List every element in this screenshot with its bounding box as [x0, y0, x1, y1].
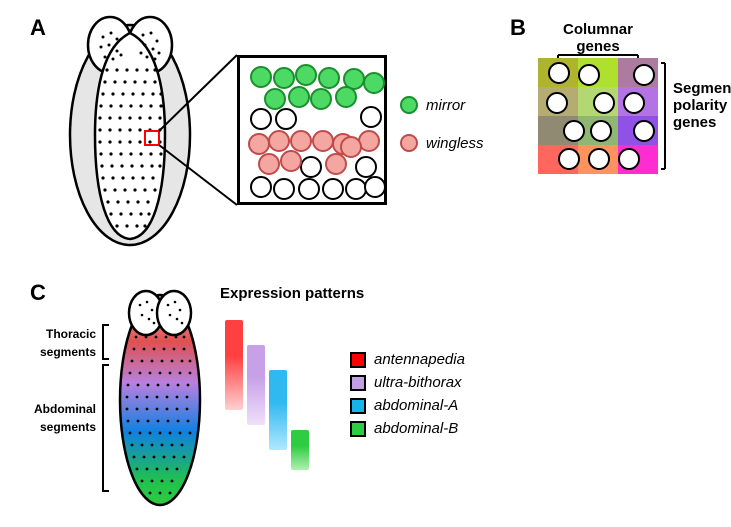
- legend-gene-text: antennapedia: [374, 351, 465, 368]
- expression-strip: [291, 430, 309, 470]
- panel-c-brackets-icon: [97, 323, 111, 503]
- zoom-cell-mirror: [335, 86, 357, 108]
- grid-cell-circle: [558, 148, 580, 170]
- legend-square-icon: [350, 375, 366, 391]
- expression-patterns-label: Expression patterns: [220, 285, 364, 303]
- zoom-cell-mirror: [288, 86, 310, 108]
- abdominal-label: Abdominal segments: [28, 400, 96, 436]
- legend-wingless-text: wingless: [426, 135, 484, 152]
- zoom-cell-wingless: [312, 130, 334, 152]
- panel-c-label: C: [30, 280, 46, 306]
- grid-cell-circle: [633, 64, 655, 86]
- grid-cell-circle: [593, 92, 615, 114]
- panel-c-legend: antennapedia ultra-bithorax abdominal-A abd…: [350, 345, 465, 443]
- panel-c-legend-row: abdominal-A: [350, 397, 465, 414]
- zoom-cell-wingless: [340, 136, 362, 158]
- zoom-cell-mirror: [273, 67, 295, 89]
- expression-strip: [225, 320, 243, 410]
- grid-cell-circle: [546, 92, 568, 114]
- grid-cell-circle: [618, 148, 640, 170]
- segment-bracket-icon: [660, 58, 670, 174]
- expression-strip: [247, 345, 265, 425]
- zoom-cell-white: [364, 176, 386, 198]
- zoom-cell-white: [275, 108, 297, 130]
- panel-a-label: A: [30, 15, 46, 41]
- expression-strip: [269, 370, 287, 450]
- zoom-cell-wingless: [248, 133, 270, 155]
- legend-square-icon: [350, 352, 366, 368]
- grid-cell-circle: [633, 120, 655, 142]
- legend-square-icon: [350, 398, 366, 414]
- zoom-cell-mirror: [264, 88, 286, 110]
- grid-cell-circle: [588, 148, 610, 170]
- legend-gene-text: abdominal-A: [374, 397, 458, 414]
- zoom-cell-wingless: [268, 130, 290, 152]
- legend-gene-text: abdominal-B: [374, 420, 458, 437]
- grid-cell-circle: [590, 120, 612, 142]
- abdominal-text: Abdominal segments: [34, 402, 96, 434]
- zoom-cell-wingless: [325, 153, 347, 175]
- legend-mirror-text: mirror: [426, 97, 465, 114]
- zoom-cell-white: [250, 176, 272, 198]
- zoom-cell-mirror: [318, 67, 340, 89]
- zoom-cell-mirror: [295, 64, 317, 86]
- zoom-cell-white: [322, 178, 344, 200]
- grid-cell-circle: [548, 62, 570, 84]
- zoom-cell-mirror: [250, 66, 272, 88]
- zoom-cell-white: [360, 106, 382, 128]
- zoom-cell-white: [355, 156, 377, 178]
- zoom-cell-white: [250, 108, 272, 130]
- zoom-cell-white: [273, 178, 295, 200]
- thoracic-label: Thoracic segments: [28, 325, 96, 361]
- segment-polarity-label: Segment polarity genes: [673, 80, 728, 131]
- grid-cell-circle: [578, 64, 600, 86]
- expression-strips: [225, 320, 325, 490]
- grid-cell-circle: [623, 92, 645, 114]
- panel-c-legend-row: abdominal-B: [350, 420, 465, 437]
- panel-a-legend: mirror wingless: [400, 90, 484, 158]
- panel-b-label: B: [510, 15, 526, 41]
- zoom-cell-mirror: [363, 72, 385, 94]
- zoom-cell-white: [298, 178, 320, 200]
- panel-c-legend-row: antennapedia: [350, 351, 465, 368]
- expression-patterns-text: Expression patterns: [220, 285, 364, 302]
- panel-c-embryo: [112, 285, 232, 515]
- thoracic-text: Thoracic segments: [40, 327, 96, 359]
- legend-gene-text: ultra-bithorax: [374, 374, 462, 391]
- panel-c-legend-row: ultra-bithorax: [350, 374, 465, 391]
- mirror-circle-icon: [400, 96, 418, 114]
- grid-cell-circle: [563, 120, 585, 142]
- legend-square-icon: [350, 421, 366, 437]
- zoom-cell-wingless: [258, 153, 280, 175]
- zoom-cell-mirror: [310, 88, 332, 110]
- panel-a-embryo: [45, 15, 245, 265]
- zoom-cell-wingless: [280, 150, 302, 172]
- panel-b-grid: [538, 58, 658, 174]
- zoom-cell-wingless: [290, 130, 312, 152]
- wingless-circle-icon: [400, 134, 418, 152]
- panel-a-zoom: [237, 55, 387, 205]
- zoom-cell-white: [300, 156, 322, 178]
